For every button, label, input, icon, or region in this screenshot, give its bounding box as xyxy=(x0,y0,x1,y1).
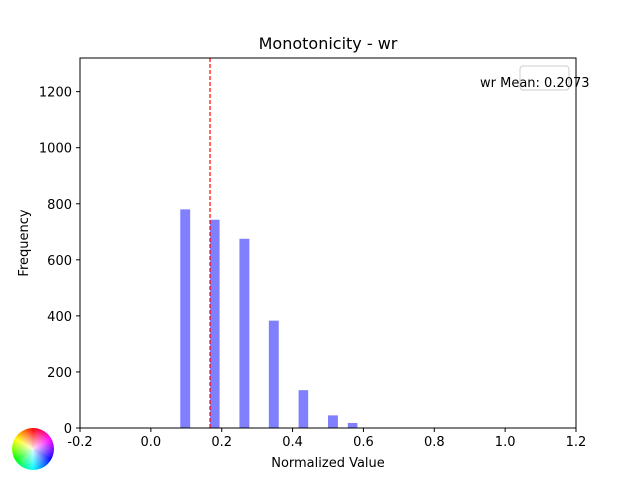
y-axis-label: Frequency xyxy=(17,209,32,276)
histogram-bar-0 xyxy=(180,209,191,428)
x-tick-label-7: 1.2 xyxy=(566,435,587,450)
x-axis-ticks: -0.2 0.0 0.2 0.4 0.6 0.8 1.0 1.2 xyxy=(67,428,586,450)
histogram-bar-6 xyxy=(347,422,358,428)
y-tick-label-2: 400 xyxy=(47,310,72,325)
legend-box xyxy=(519,65,570,91)
x-tick-label-0: -0.2 xyxy=(67,435,92,450)
histogram-bar-2 xyxy=(239,238,250,428)
x-tick-label-3: 0.4 xyxy=(282,435,303,450)
y-tick-label-0: 0 xyxy=(64,422,72,437)
y-axis-ticks: 0 200 400 600 800 1000 1200 xyxy=(39,86,80,437)
x-tick-label-2: 0.2 xyxy=(211,435,232,450)
x-axis-label: Normalized Value xyxy=(271,456,385,471)
plot-frame xyxy=(79,57,577,429)
bars-group xyxy=(180,209,358,428)
x-tick-label-5: 0.8 xyxy=(424,435,445,450)
y-tick-label-4: 800 xyxy=(47,198,72,213)
legend: wr Mean: 0.2073 xyxy=(480,65,590,91)
y-tick-label-5: 1000 xyxy=(39,142,72,157)
y-tick-label-3: 600 xyxy=(47,254,72,269)
y-tick-label-6: 1200 xyxy=(39,86,72,101)
chart-title: Monotonicity - wr xyxy=(259,34,398,53)
histogram-bar-1 xyxy=(210,219,220,428)
histogram-bar-3 xyxy=(268,320,279,428)
color-wheel-icon xyxy=(12,428,54,470)
x-tick-label-6: 1.0 xyxy=(495,435,516,450)
histogram-bar-4 xyxy=(298,390,309,428)
legend-entry: wr Mean: 0.2073 xyxy=(480,76,590,91)
histogram-bar-5 xyxy=(328,415,338,428)
x-tick-label-1: 0.0 xyxy=(141,435,162,450)
x-tick-label-4: 0.6 xyxy=(353,435,374,450)
y-tick-label-1: 200 xyxy=(47,366,72,381)
